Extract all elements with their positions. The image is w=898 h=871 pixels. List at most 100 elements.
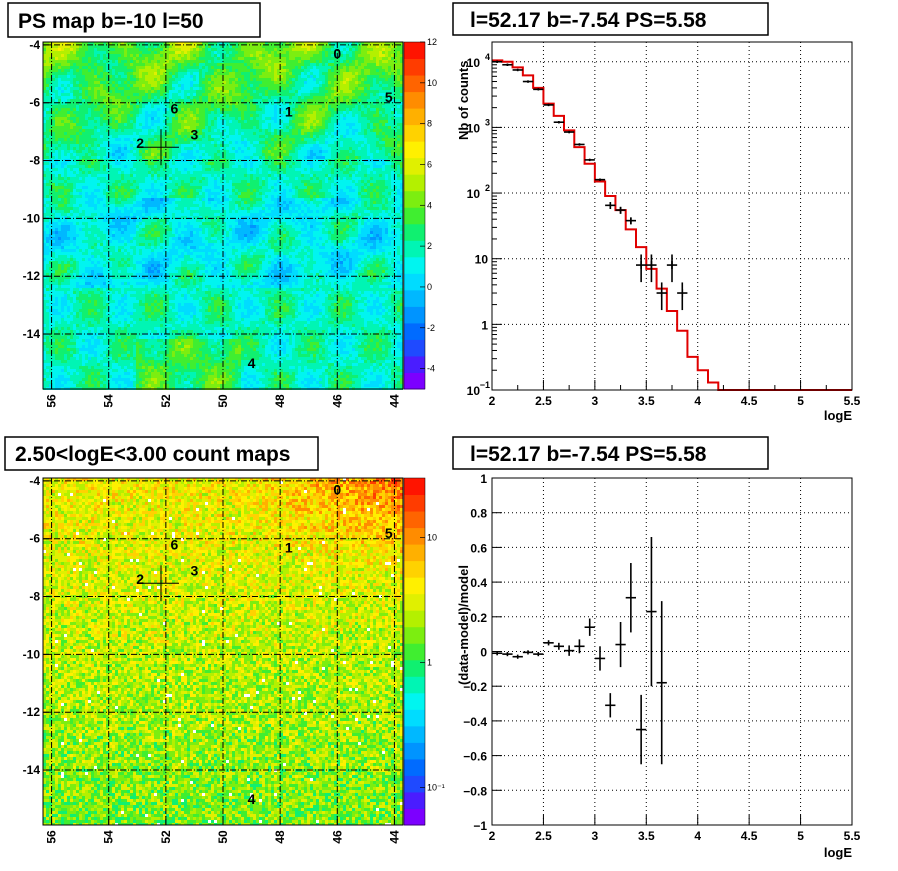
map-cell: [223, 135, 227, 139]
map-cell: [145, 132, 149, 136]
map-cell: [70, 48, 74, 52]
map-cell: [307, 156, 311, 160]
map-cell: [169, 135, 173, 139]
map-cell: [151, 159, 155, 163]
map-cell: [262, 78, 266, 82]
map-cell: [127, 129, 131, 133]
map-cell: [400, 48, 403, 52]
map-cell: [244, 60, 248, 64]
map-cell: [229, 126, 233, 130]
map-cell: [304, 153, 308, 157]
map-cell: [181, 51, 185, 55]
map-cell: [52, 90, 56, 94]
map-cell: [313, 111, 317, 115]
map-cell: [58, 81, 62, 85]
map-cell: [46, 129, 50, 133]
map-cell: [319, 138, 323, 142]
map-cell: [256, 78, 260, 82]
map-cell: [58, 129, 62, 133]
map-cell: [364, 90, 368, 94]
map-cell: [184, 123, 188, 127]
map-cell: [283, 60, 287, 64]
map-cell: [103, 165, 107, 169]
map-cell: [73, 153, 77, 157]
map-cell: [367, 96, 371, 100]
map-cell: [115, 123, 119, 127]
map-cell: [379, 96, 383, 100]
map-cell: [268, 87, 272, 91]
map-cell: [385, 48, 389, 52]
map-cell: [136, 135, 140, 139]
map-cell: [226, 111, 230, 115]
map-cell: [388, 60, 392, 64]
map-cell: [130, 114, 134, 118]
map-cell: [46, 153, 50, 157]
map-cell: [100, 138, 104, 142]
map-cell: [157, 147, 161, 151]
map-cell: [235, 45, 239, 49]
map-cell: [253, 51, 257, 55]
map-cell: [280, 57, 284, 61]
map-cell: [277, 102, 281, 106]
map-cell: [139, 66, 143, 70]
map-cell: [394, 75, 398, 79]
map-cell: [175, 81, 179, 85]
map-cell: [88, 126, 92, 130]
map-cell: [187, 63, 191, 67]
map-cell: [367, 117, 371, 121]
map-cell: [382, 153, 386, 157]
map-cell: [64, 78, 68, 82]
map-cell: [94, 93, 98, 97]
map-cell: [184, 138, 188, 142]
map-cell: [70, 120, 74, 124]
map-cell: [376, 51, 380, 55]
map-cell: [211, 96, 215, 100]
map-cell: [370, 153, 374, 157]
map-cell: [190, 87, 194, 91]
map-cell: [55, 66, 59, 70]
map-cell: [58, 69, 62, 73]
map-cell: [322, 105, 326, 109]
map-cell: [214, 129, 218, 133]
map-cell: [106, 123, 110, 127]
map-cell: [208, 66, 212, 70]
map-cell: [43, 66, 47, 70]
map-cell: [88, 81, 92, 85]
map-cell: [151, 153, 155, 157]
map-cell: [211, 78, 215, 82]
map-cell: [154, 45, 158, 49]
map-cell: [382, 120, 386, 124]
map-cell: [286, 66, 290, 70]
map-cell: [283, 99, 287, 103]
map-cell: [79, 105, 83, 109]
map-cell: [70, 141, 74, 145]
map-cell: [340, 81, 344, 85]
map-cell: [58, 141, 62, 145]
map-cell: [235, 102, 239, 106]
map-cell: [379, 60, 383, 64]
map-cell: [250, 144, 254, 148]
map-cell: [316, 57, 320, 61]
map-cell: [289, 51, 293, 55]
map-cell: [361, 93, 365, 97]
map-cell: [379, 81, 383, 85]
map-cell: [286, 57, 290, 61]
map-cell: [256, 45, 260, 49]
map-cell: [64, 66, 68, 70]
map-cell: [355, 78, 359, 82]
map-cell: [82, 102, 86, 106]
map-cell: [112, 87, 116, 91]
map-cell: [49, 153, 53, 157]
map-cell: [307, 54, 311, 58]
map-cell: [364, 138, 368, 142]
map-cell: [262, 117, 266, 121]
map-cell: [79, 162, 83, 166]
map-cell: [346, 162, 350, 166]
map-cell: [190, 54, 194, 58]
map-cell: [304, 144, 308, 148]
map-cell: [397, 84, 401, 88]
map-cell: [193, 156, 197, 160]
map-cell: [112, 84, 116, 88]
map-cell: [292, 45, 296, 49]
map-cell: [277, 135, 281, 139]
